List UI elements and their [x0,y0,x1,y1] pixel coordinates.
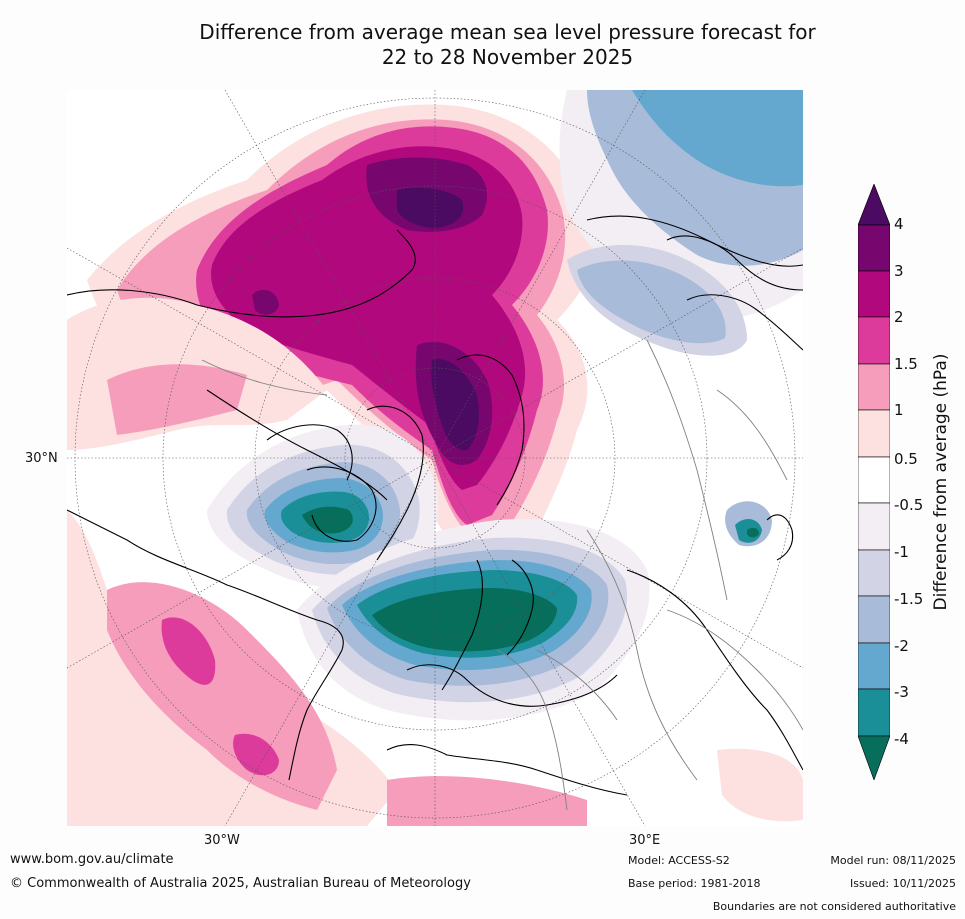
colorbar-tick-label: 3 [894,262,904,280]
positive-anomaly-atlantic [67,297,803,826]
colorbar-label: Difference from average (hPa) [931,353,951,611]
footer-copyright: © Commonwealth of Australia 2025, Austra… [10,876,471,891]
positive-anomaly-arctic [87,104,596,561]
map-svg [67,90,803,826]
footer-website: www.bom.gov.au/climate [10,852,174,867]
colorbar-tick-label: -2 [894,637,909,655]
colorbar-bin-m2-m3 [858,642,890,690]
colorbar-bin-m1_5-m2 [858,595,890,644]
colorbar-tick-label: 0.5 [894,450,918,468]
country-borders [201,339,803,811]
coastlines [67,215,803,796]
colorbar-tick-label: 4 [894,215,904,233]
lon-label-30e: 30°E [629,833,661,848]
colorbar-bin-m0_5-m1 [858,502,890,551]
colorbar-bin-3-4 [858,224,890,272]
lat-label-30n: 30°N [25,451,58,466]
anomaly-map [67,90,803,826]
chart-title: Difference from average mean sea level p… [140,20,875,70]
colorbar-tick-label: -0.5 [894,496,924,514]
negative-anomaly-europe [297,519,650,721]
colorbar-tick-label: -4 [894,730,909,748]
lon-label-30w: 30°W [204,833,240,848]
footer-disclaimer: Boundaries are not considered authoritat… [712,900,956,913]
graticule [67,90,803,826]
colorbar-tick-label: 1 [894,401,904,419]
colorbar-bottom-arrow [858,735,890,780]
footer-model: Model: ACCESS-S2 [628,854,730,867]
colorbar-bin-0_5-1 [858,409,890,458]
footer-base-period: Base period: 1981-2018 [628,877,761,890]
colorbar-tick-label: -1 [894,543,909,561]
title-line-2: 22 to 28 November 2025 [381,45,634,69]
colorbar-bin-m3-m4 [858,688,890,737]
colorbar [858,184,890,780]
colorbar-bin-m1-m1_5 [858,549,890,597]
colorbar-bin-neutral [858,456,890,504]
colorbar-tick-label: 1.5 [894,355,918,373]
footer-issued: Issued: 10/11/2025 [849,877,956,890]
colorbar-bin-1_5-2 [858,316,890,365]
colorbar-bin-2-3 [858,270,890,318]
colorbar-tick-label: 2 [894,308,904,326]
colorbar-tick-label: -3 [894,683,909,701]
colorbar-bin-1-1_5 [858,363,890,411]
colorbar-tick-label: -1.5 [894,590,924,608]
title-line-1: Difference from average mean sea level p… [199,20,816,44]
colorbar-top-arrow [858,184,890,226]
footer-model-run: Model run: 08/11/2025 [830,854,956,867]
